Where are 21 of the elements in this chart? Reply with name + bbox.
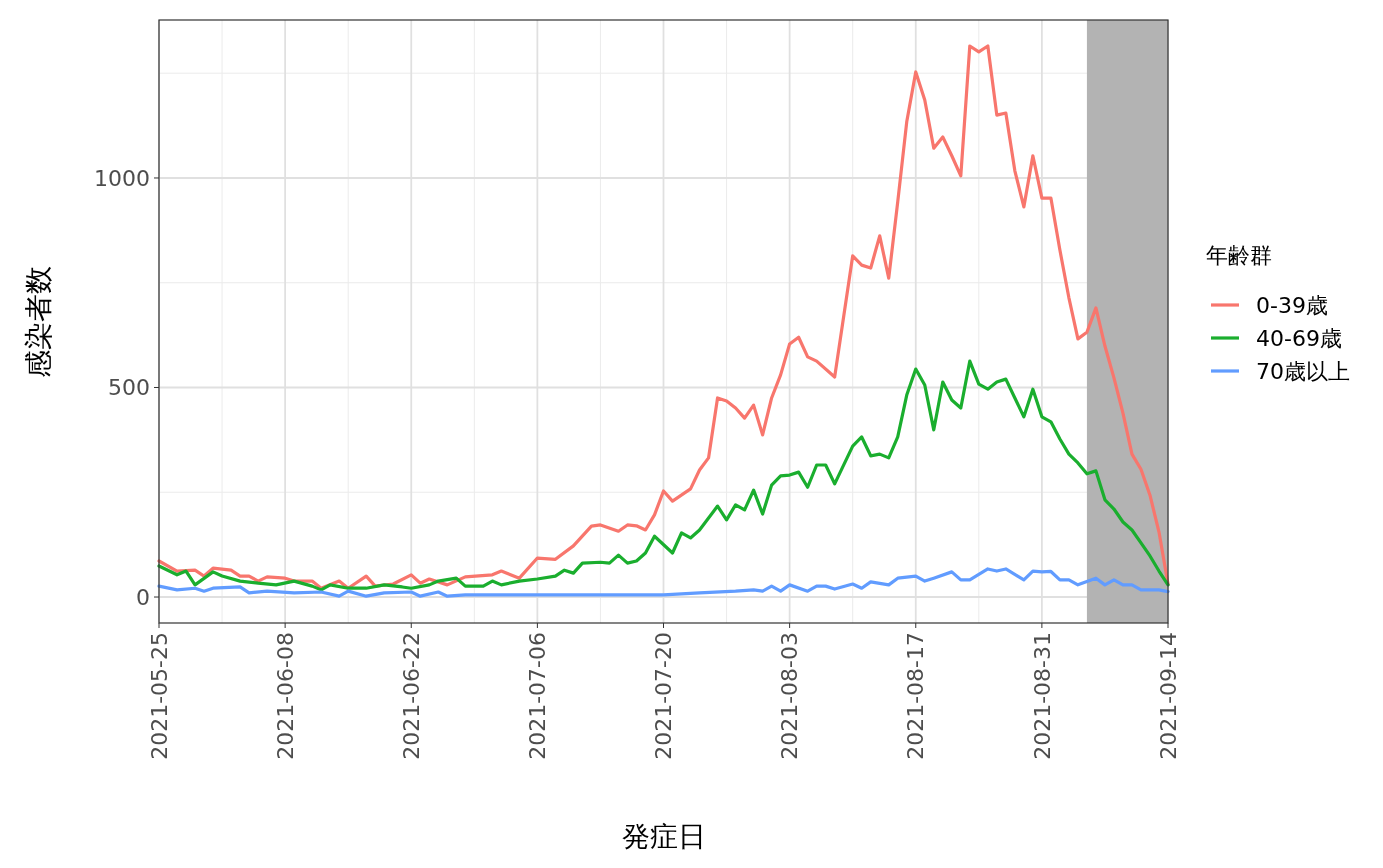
y-axis-title: 感染者数 <box>22 265 55 378</box>
x-tick-label: 2021-07-06 <box>525 632 551 760</box>
legend-label: 40-69歳 <box>1256 325 1342 351</box>
legend-title: 年齢群 <box>1206 243 1272 268</box>
line-series <box>157 359 1170 592</box>
x-tick-label: 2021-08-17 <box>903 632 929 760</box>
x-tick-label: 2021-08-31 <box>1029 632 1055 760</box>
legend-label: 0-39歳 <box>1256 292 1328 318</box>
x-tick-label: 2021-06-22 <box>398 632 424 760</box>
y-tick-label: 500 <box>108 375 150 401</box>
y-tick-label: 0 <box>136 584 150 610</box>
line-series <box>157 44 1170 590</box>
x-tick-label: 2021-08-03 <box>777 632 803 760</box>
x-tick-label: 2021-06-08 <box>272 632 298 760</box>
y-tick-label: 1000 <box>94 165 150 191</box>
x-tick-label: 2021-07-20 <box>651 632 677 760</box>
line-series <box>157 567 1170 598</box>
legend-label: 70歳以上 <box>1256 358 1350 384</box>
x-tick-label: 2021-05-25 <box>146 632 172 760</box>
x-axis-title: 発症日 <box>621 820 706 853</box>
x-tick-label: 2021-09-14 <box>1155 632 1181 760</box>
